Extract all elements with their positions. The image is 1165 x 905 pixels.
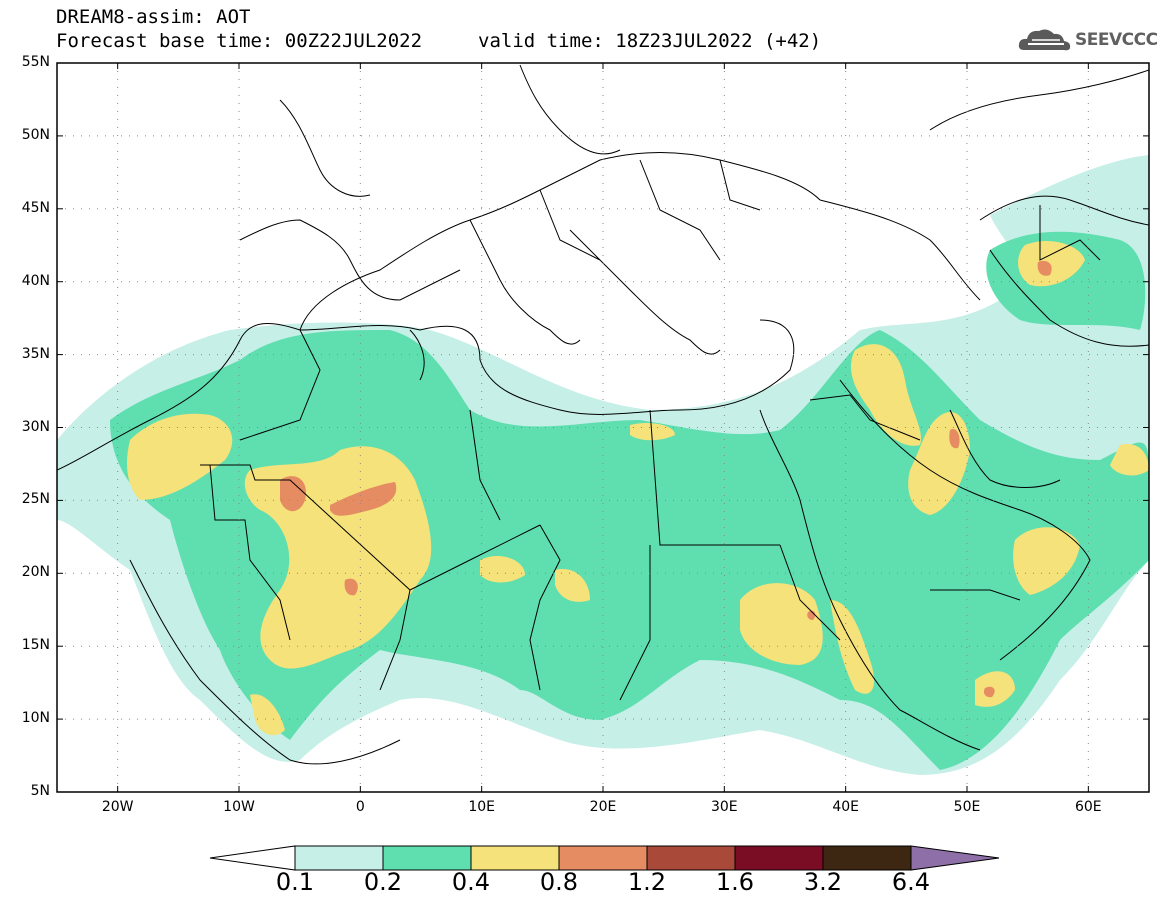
lat-label: 5N xyxy=(30,783,50,799)
lon-label: 20E xyxy=(589,799,617,815)
colorbar-lower-triangle xyxy=(209,845,296,871)
borders xyxy=(200,159,1101,701)
lat-label: 45N xyxy=(21,199,50,216)
colorbar xyxy=(209,845,1000,871)
colorbar-swatch xyxy=(734,845,824,871)
lon-label: 40E xyxy=(832,799,859,815)
lat-label: 20N xyxy=(21,564,50,581)
colorbar-label: 0.8 xyxy=(539,868,579,896)
lon-label: 0 xyxy=(355,799,365,815)
forecast-base-time: Forecast base time: 00Z22JUL2022 xyxy=(56,30,423,52)
lon-label: 10W xyxy=(223,799,255,815)
colorbar-label: 1.2 xyxy=(627,868,667,896)
lat-label: 40N xyxy=(21,272,50,289)
colorbar-swatch xyxy=(294,845,384,871)
lat-label: 55N xyxy=(21,54,50,70)
lon-label: 60E xyxy=(1074,799,1102,815)
logo-text: SEEVCCC xyxy=(1075,30,1158,50)
aot-band-very-high xyxy=(280,476,306,512)
lon-label: 20W xyxy=(101,799,134,815)
aot-band-mid xyxy=(110,330,1149,770)
lat-label: 10N xyxy=(21,710,50,727)
colorbar-label: 0.4 xyxy=(451,868,491,896)
lat-label: 50N xyxy=(21,126,50,143)
valid-time: valid time: 18Z23JUL2022 (+42) xyxy=(478,30,822,52)
colorbar-label: 3.2 xyxy=(803,868,843,896)
lon-label: 50E xyxy=(953,799,981,815)
aot-field xyxy=(57,155,1149,775)
chart-title: DREAM8-assim: AOT xyxy=(56,6,251,28)
colorbar-swatch xyxy=(558,845,648,871)
colorbar-label: 6.4 xyxy=(891,868,931,896)
lat-label: 25N xyxy=(21,491,50,508)
colorbar-upper-triangle xyxy=(910,845,1000,871)
lat-label: 15N xyxy=(21,637,50,654)
axis-ticks xyxy=(57,62,1149,793)
colorbar-swatch xyxy=(822,845,912,871)
colorbar-swatch xyxy=(382,845,472,871)
aot-band-high xyxy=(127,413,233,500)
colorbar-swatch xyxy=(470,845,560,871)
cloud-logo-icon xyxy=(1018,29,1071,51)
lat-label: 35N xyxy=(21,345,50,362)
colorbar-label: 0.1 xyxy=(275,868,315,896)
lat-label: 30N xyxy=(21,418,50,435)
lon-label: 30E xyxy=(710,799,738,815)
colorbar-label: 1.6 xyxy=(715,868,755,896)
lon-label: 10E xyxy=(468,799,495,815)
colorbar-label: 0.2 xyxy=(363,868,403,896)
colorbar-swatch xyxy=(646,845,736,871)
